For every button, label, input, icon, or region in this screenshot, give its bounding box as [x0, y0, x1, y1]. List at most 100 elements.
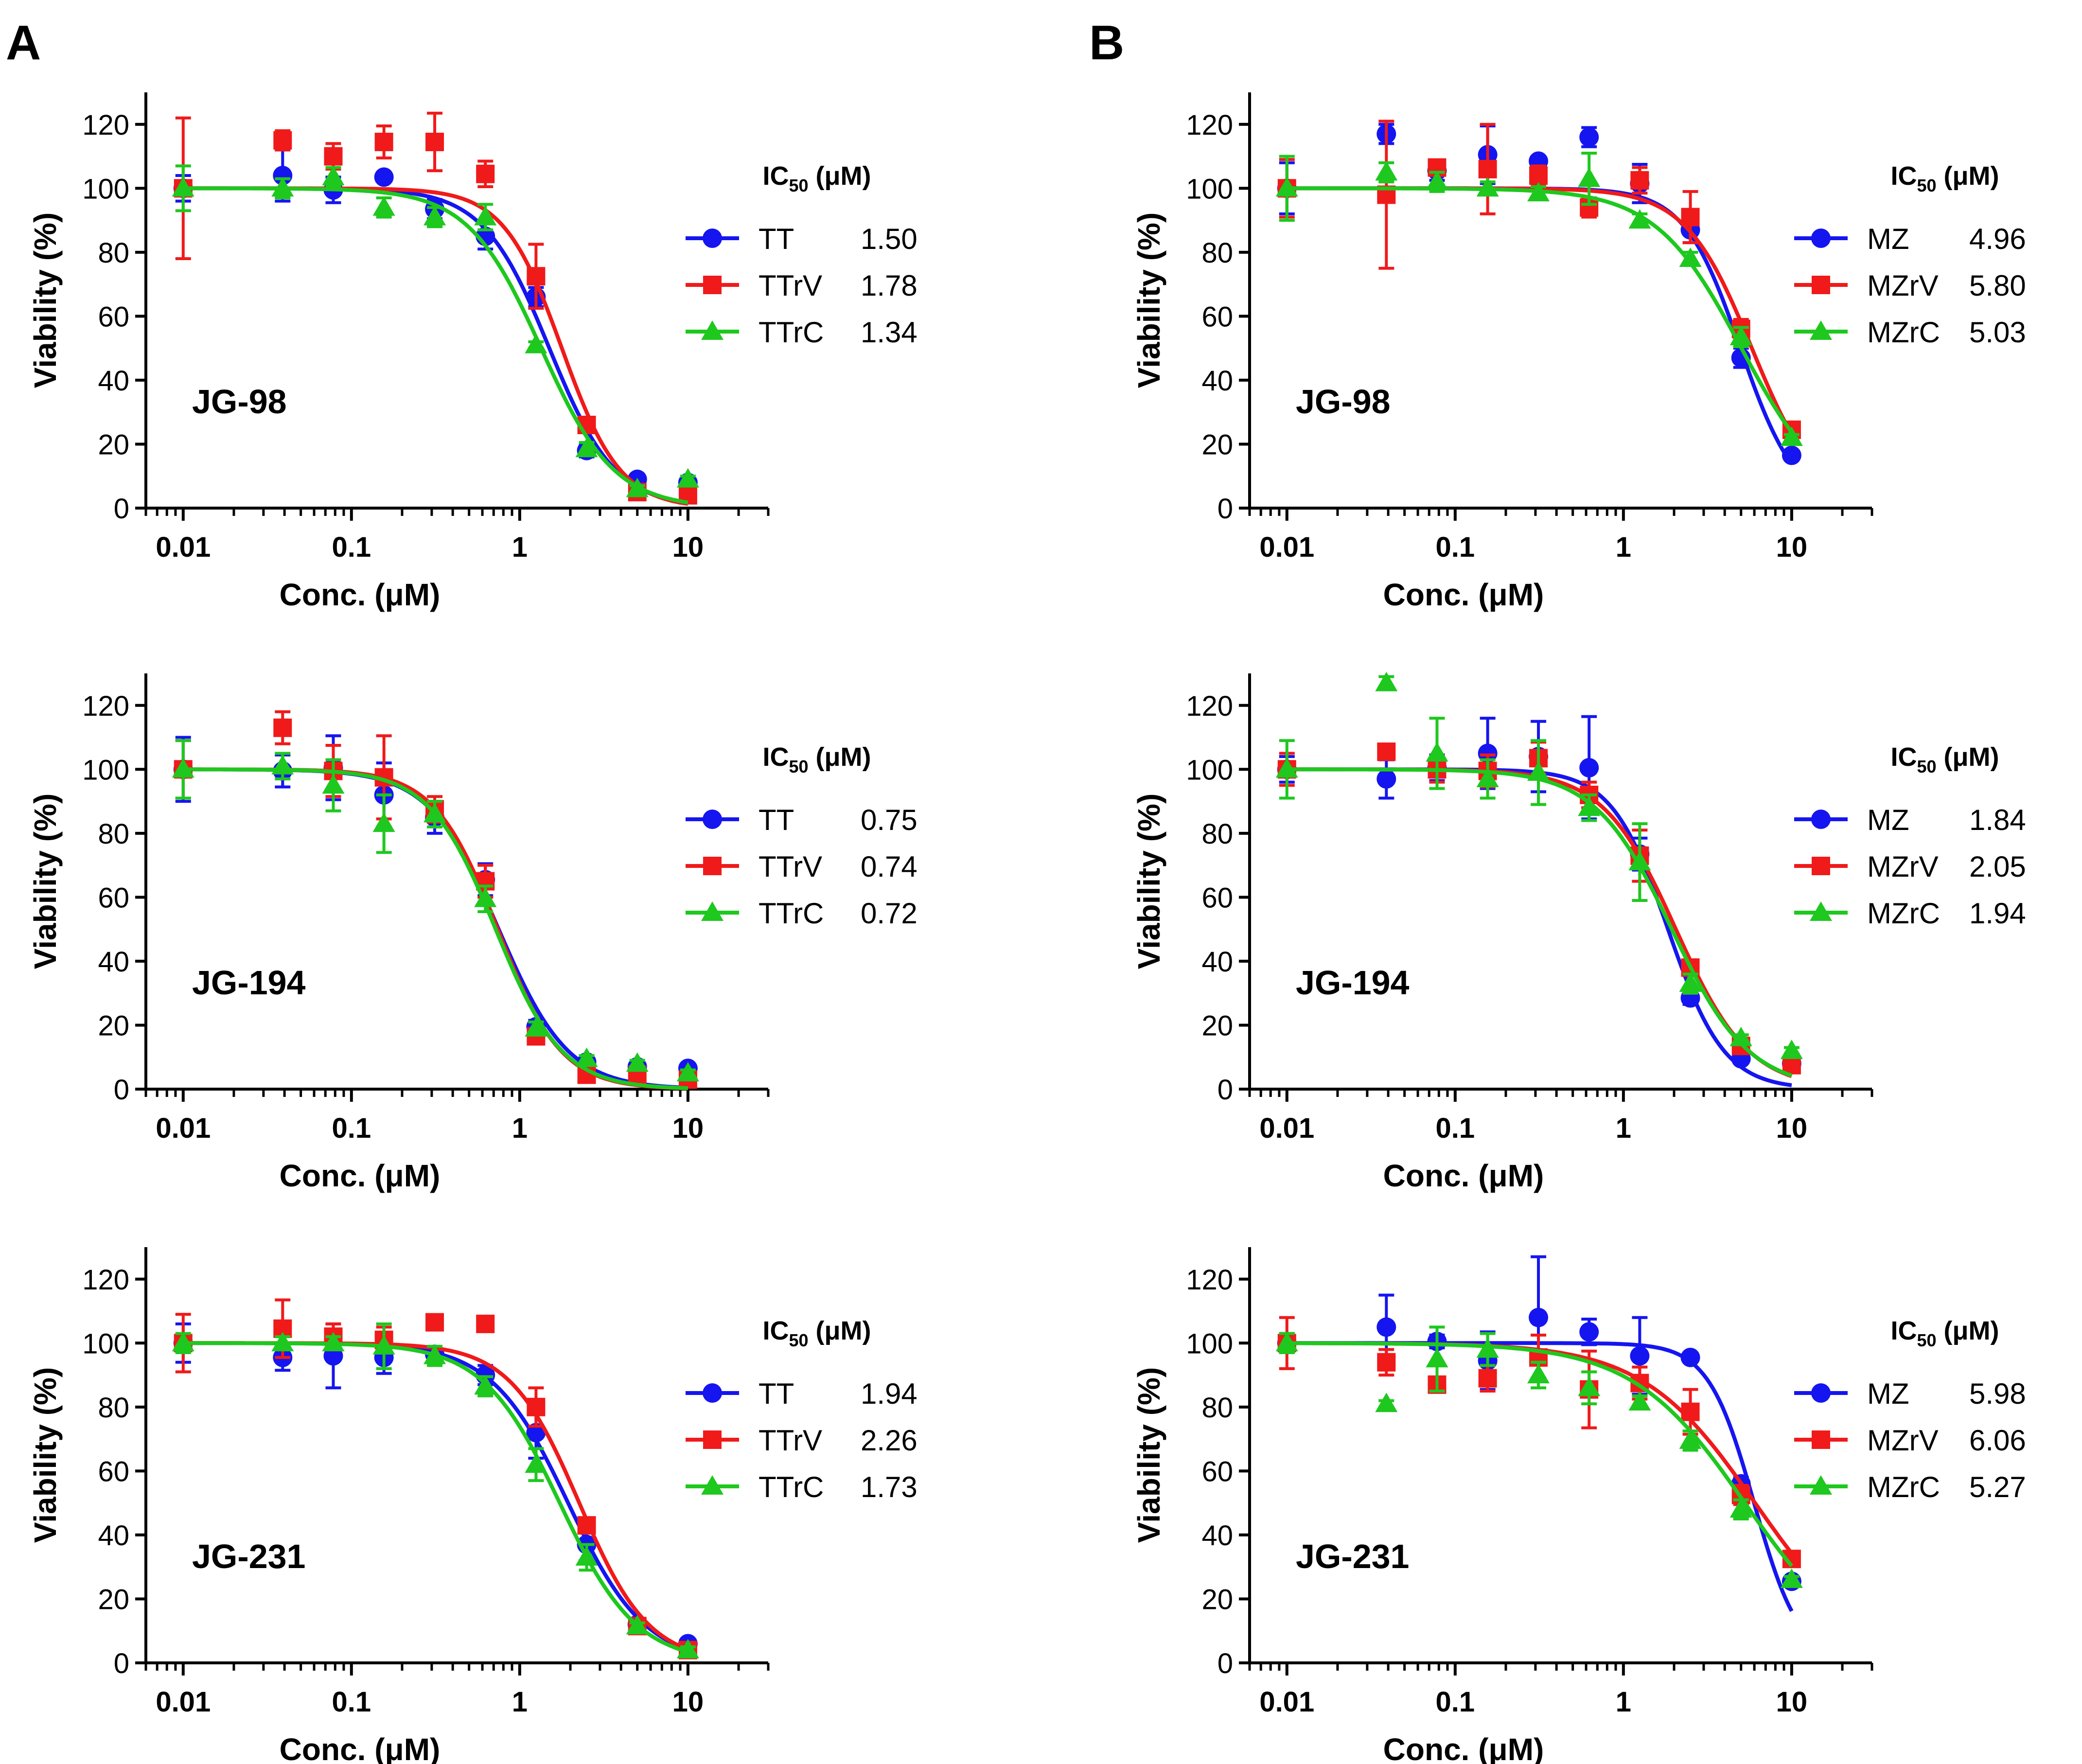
data-point: [1782, 445, 1801, 465]
y-tick-label: 80: [1201, 818, 1233, 850]
x-tick-label: 10: [1776, 531, 1808, 563]
legend-header-sub: 50: [1917, 1330, 1936, 1350]
legend-series-name: TTrV: [759, 269, 822, 302]
x-axis-title: Conc. (μM): [1383, 1158, 1544, 1193]
data-point: [1628, 1391, 1651, 1411]
data-point: [1426, 742, 1448, 762]
y-tick-label: 60: [1201, 882, 1233, 914]
legend-marker: [703, 1383, 722, 1403]
data-point: [626, 1615, 649, 1635]
legend-series-name: MZrC: [1867, 316, 1940, 349]
legend-header: IC50 (μM): [1890, 161, 1999, 195]
chart-a-jg-98: 0 20 40 60 80 100 120 0.01 0.1 1 10 Conc. (μM) Viabi…: [28, 92, 917, 612]
legend-series-name: TTrC: [759, 897, 824, 930]
y-tick-label: 40: [98, 1520, 129, 1552]
legend-header: IC50 (μM): [1890, 1316, 1999, 1350]
y-tick-label: 60: [98, 882, 129, 914]
data-point: [525, 1017, 547, 1037]
legend-series-name: TTrV: [759, 850, 822, 883]
x-tick-label: 10: [672, 531, 704, 563]
data-point: [1476, 768, 1499, 788]
data-point: [1729, 1498, 1752, 1518]
chart-a-jg-231: 0 20 40 60 80 100 120 0.01 0.1 1 10 Conc. (μM) Viabi…: [28, 1247, 917, 1764]
series-ttrc: [172, 739, 699, 1090]
legend-item-mzrv: MZrV 2.05: [1794, 850, 2026, 883]
legend-marker: [701, 1475, 723, 1495]
data-point: [1578, 1376, 1601, 1396]
data-point: [575, 1546, 598, 1566]
data-point: [1527, 761, 1550, 781]
series-mzrc: [1275, 671, 1803, 1077]
x-axis-title: Conc. (μM): [280, 1732, 441, 1764]
data-point: [322, 1332, 345, 1352]
compound-label: JG-194: [192, 964, 306, 1002]
data-point: [575, 438, 598, 458]
x-tick-label: 1: [512, 1686, 528, 1718]
data-point: [273, 131, 292, 150]
y-tick-label: 120: [82, 109, 129, 141]
data-point: [1579, 758, 1599, 778]
y-tick-label: 0: [1217, 493, 1233, 525]
y-tick-label: 40: [98, 365, 129, 397]
y-tick-label: 120: [1186, 109, 1233, 141]
legend-series-name: TT: [759, 1377, 794, 1410]
legend-series-name: TTrC: [759, 316, 824, 349]
y-tick-label: 100: [82, 173, 129, 205]
x-tick-label: 10: [672, 1686, 704, 1718]
y-tick-label: 120: [1186, 1264, 1233, 1296]
compound-label: JG-194: [1296, 964, 1410, 1002]
data-point: [525, 334, 547, 353]
data-point: [172, 177, 194, 197]
y-tick-label: 120: [82, 690, 129, 722]
data-point: [172, 758, 194, 778]
y-axis-title: Viability (%): [1131, 212, 1166, 388]
legend-item-ttrc: TTrC 1.73: [686, 1471, 917, 1503]
legend-series-name: MZrC: [1867, 1471, 1940, 1503]
legend-header-sub: 50: [1917, 176, 1936, 195]
legend-marker: [701, 901, 723, 921]
y-axis-title: Viability (%): [28, 1367, 63, 1543]
legend-marker: [1812, 857, 1830, 875]
data-point: [1780, 426, 1803, 446]
legend-item-tt: TT 1.50: [686, 223, 917, 255]
y-tick-label: 40: [1201, 1520, 1233, 1552]
data-point: [322, 166, 345, 186]
y-tick-label: 80: [98, 818, 129, 850]
legend-series-name: MZ: [1867, 223, 1909, 255]
y-tick-label: 20: [98, 1584, 129, 1615]
series-ttrc: [172, 164, 699, 505]
y-axis-title: Viability (%): [1131, 794, 1166, 970]
data-point: [374, 132, 393, 151]
y-tick-label: 100: [1186, 173, 1233, 205]
x-axis-title: Conc. (μM): [280, 1158, 441, 1193]
data-point: [1275, 758, 1298, 778]
data-point: [1376, 769, 1396, 789]
x-axis-title: Conc. (μM): [1383, 1732, 1544, 1764]
series-tt: [173, 734, 698, 1090]
legend-ic50-value: 2.26: [861, 1424, 917, 1457]
panel-label-a: A: [6, 16, 41, 70]
legend-series-name: MZrV: [1867, 1424, 1939, 1457]
chart-b-jg-194: 0 20 40 60 80 100 120 0.01 0.1 1 10 Conc. (μM) Viabi…: [1131, 671, 2026, 1193]
data-point: [425, 1313, 444, 1332]
data-point: [1375, 161, 1398, 181]
data-point: [527, 267, 546, 286]
legend-item-ttrv: TTrV 2.26: [686, 1424, 917, 1457]
legend-header-sub: 50: [1917, 757, 1936, 776]
y-tick-label: 80: [1201, 1392, 1233, 1424]
data-point: [1628, 851, 1651, 871]
x-tick-label: 0.1: [332, 1686, 371, 1718]
legend-header-main: IC: [1890, 742, 1917, 772]
legend-item-mz: MZ 1.84: [1794, 804, 2026, 836]
legend-item-mzrc: MZrC 5.03: [1794, 316, 2026, 349]
data-point: [1478, 1369, 1497, 1388]
legend-item-mzrc: MZrC 1.94: [1794, 897, 2026, 930]
legend-series-name: MZ: [1867, 1377, 1909, 1410]
fit-curve: [1287, 767, 1793, 1077]
data-point: [577, 1516, 596, 1535]
data-point: [474, 887, 497, 907]
x-tick-label: 0.01: [1259, 531, 1314, 563]
legend-ic50-value: 5.03: [1969, 316, 2026, 349]
legend-marker: [703, 810, 722, 829]
